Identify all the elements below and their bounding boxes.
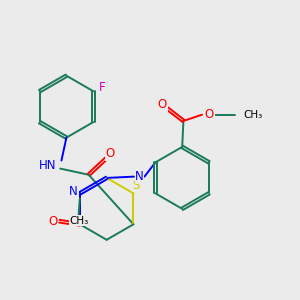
Text: N: N [69, 185, 78, 198]
Text: O: O [158, 98, 167, 111]
Text: CH₃: CH₃ [69, 216, 88, 226]
Text: O: O [106, 147, 115, 160]
Text: S: S [132, 179, 140, 192]
Text: CH₃: CH₃ [243, 110, 262, 120]
Text: O: O [205, 108, 214, 121]
Text: O: O [48, 215, 57, 228]
Text: N: N [135, 170, 144, 183]
Text: HN: HN [39, 159, 56, 172]
Text: F: F [99, 81, 105, 94]
